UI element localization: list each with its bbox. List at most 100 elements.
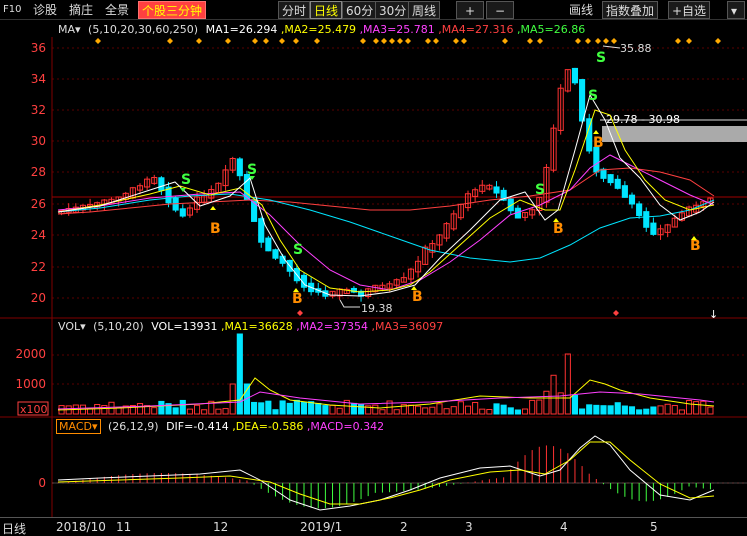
volume-bar	[122, 405, 129, 415]
volume-bar	[643, 408, 650, 415]
30min-button[interactable]: 30分	[375, 1, 411, 19]
sell-signal-icon: S	[535, 182, 545, 198]
candle-body	[393, 279, 400, 286]
candle-body	[700, 201, 707, 207]
daily-button[interactable]: 日线	[310, 1, 343, 19]
volume-bar	[464, 405, 472, 415]
vol-unit-label: x100	[20, 403, 48, 416]
vol-axis: 2000 1000	[15, 347, 46, 391]
kline-chart[interactable]: 36 34 32 30 28 26 24 22 20 29.78 - 30.98…	[0, 20, 747, 517]
price-axis-label: 28	[31, 165, 46, 179]
period-selector[interactable]: 日线	[2, 522, 27, 536]
diagnose-button[interactable]: 诊股	[33, 3, 58, 17]
panorama-button[interactable]: 全景	[105, 3, 130, 17]
ma1-value: MA1=26.294	[205, 23, 278, 36]
volume-bar	[179, 399, 186, 415]
candle-body	[464, 193, 472, 209]
candle-body	[493, 186, 500, 194]
buy-signal-icon: B	[593, 135, 604, 151]
ma2-value: ,MA2=25.479	[280, 23, 357, 36]
candle-body	[678, 212, 685, 221]
index-overlay-dropdown[interactable]: 指数叠加	[602, 1, 659, 19]
vol-value: VOL=13931	[151, 320, 218, 333]
macd-legend: MACD▾ (26,12,9) DIF=-0.414 ,DEA=-0.586 ,…	[0, 418, 388, 436]
candle-body	[236, 158, 243, 177]
volume-bar	[600, 405, 607, 415]
candle-body	[350, 287, 357, 293]
volume-bar	[628, 406, 636, 415]
volume-bar	[265, 400, 272, 415]
candle-body	[186, 207, 193, 216]
volume-bar	[279, 400, 286, 415]
volume-bar	[636, 409, 643, 415]
candle-body	[521, 212, 529, 218]
candle-body	[258, 218, 265, 243]
volume-bar	[571, 394, 579, 415]
volume-bar	[621, 405, 628, 415]
price-axis: 36 34 32 30 28 26 24 22 20	[31, 41, 46, 305]
candle-body	[614, 178, 621, 189]
volume-bars	[58, 333, 714, 415]
volume-bar	[186, 408, 193, 415]
volume-bar	[101, 405, 108, 415]
date-label: 3	[465, 520, 473, 534]
date-label: 12	[213, 520, 229, 534]
volume-bar	[614, 402, 621, 415]
ma4-value: ,MA4=27.316	[438, 23, 514, 36]
candle-body	[564, 69, 571, 92]
vol-legend: VOL▾ (5,10,20) VOL=13931 ,MA1=36628 ,MA2…	[0, 318, 447, 336]
timeshare-button[interactable]: 分时	[278, 1, 311, 19]
volume-bar	[193, 404, 201, 415]
ma60-line	[57, 193, 715, 263]
volume-bar	[607, 405, 614, 415]
price-axis-label: 36	[31, 41, 46, 55]
add-watchlist-dropdown[interactable]: +自选	[668, 1, 711, 19]
volume-bar	[693, 401, 700, 415]
macd-indicator-dropdown[interactable]: MACD▾	[56, 419, 101, 434]
volume-bar	[521, 408, 529, 415]
price-axis-label: 32	[31, 103, 46, 117]
chevron-down-icon[interactable]: ▾	[727, 1, 745, 19]
volume-bar	[201, 409, 208, 415]
range-box	[602, 126, 747, 142]
vol-ma3-value: ,MA3=36097	[371, 320, 444, 333]
stock-3min-button[interactable]: 个股三分钟	[138, 1, 207, 19]
60min-button[interactable]: 60分	[342, 1, 378, 19]
volume-bar	[529, 399, 536, 415]
volume-bar	[322, 405, 329, 415]
volume-bar	[172, 407, 179, 415]
zoom-in-icon[interactable]: +	[456, 1, 484, 19]
volume-bar	[707, 406, 714, 415]
dif-line	[57, 435, 715, 511]
fold-button[interactable]: 摘庄	[69, 3, 94, 17]
volume-bar	[357, 403, 365, 415]
ma250-line	[57, 167, 715, 215]
volume-bar	[272, 409, 279, 415]
candle-body	[429, 243, 436, 253]
vol-indicator-dropdown[interactable]: VOL▾	[58, 320, 86, 333]
vol-ma1-line	[57, 377, 715, 411]
candle-body	[507, 198, 514, 212]
candle-body	[571, 67, 579, 84]
candle-body	[165, 186, 172, 204]
f10-button[interactable]: F10	[3, 4, 22, 15]
candle-body	[628, 194, 636, 205]
volume-bar	[308, 401, 315, 415]
candle-body	[436, 234, 443, 246]
candle-body	[593, 146, 600, 173]
volume-bar	[158, 400, 165, 415]
candle-body	[600, 168, 607, 179]
draw-line-button[interactable]: 画线	[569, 3, 594, 17]
volume-bar	[222, 408, 229, 415]
macd-axis-label: 0	[38, 476, 46, 490]
volume-bar	[286, 402, 293, 415]
volume-bar	[657, 405, 664, 415]
zoom-out-icon[interactable]: −	[486, 1, 514, 19]
candle-body	[329, 290, 336, 297]
volume-bar	[543, 390, 550, 415]
ma-params: (5,10,20,30,60,250)	[88, 23, 199, 36]
weekly-button[interactable]: 周线	[408, 1, 441, 19]
ma-indicator-dropdown[interactable]: MA▾	[58, 23, 81, 36]
volume-bar	[165, 403, 172, 415]
candle-body	[400, 277, 407, 283]
